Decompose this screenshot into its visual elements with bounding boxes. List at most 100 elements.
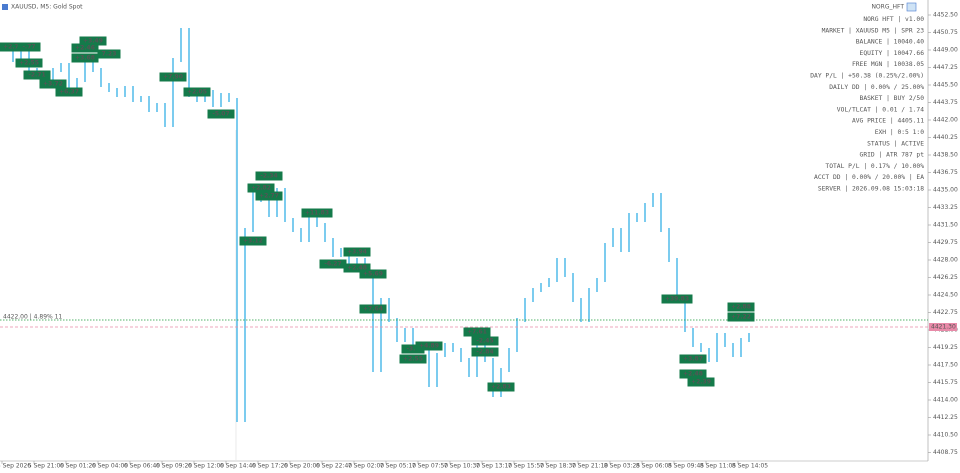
trade-label: +2.48 <box>683 371 703 378</box>
price-tick-label: 4417.50 <box>933 362 958 369</box>
trade-label: +2.05 <box>187 89 207 96</box>
trade-label: -2.84 <box>476 349 493 356</box>
panel-line: STATUS | ACTIVE <box>867 140 924 147</box>
time-tick-label: 6 Sep 01:20 <box>60 463 96 470</box>
trade-label-box <box>343 263 371 273</box>
trade-label: +7.64 <box>363 306 383 313</box>
trade-label-box <box>255 191 283 201</box>
trade-label-box <box>679 354 707 364</box>
trade-label-box <box>359 269 387 279</box>
time-tick-label: 8 Sep 14:05 <box>732 463 768 470</box>
trade-label: +6.37 <box>59 89 79 96</box>
time-tick-label: 7 Sep 10:30 <box>444 463 480 470</box>
trade-label: +2.39 <box>691 379 711 386</box>
time-tick-label: 7 Sep 07:50 <box>412 463 448 470</box>
panel-line: EQUITY | 10047.66 <box>860 50 925 57</box>
trade-label: +2.70 <box>3 44 23 51</box>
trade-label-box <box>471 336 499 346</box>
panel-line: BALANCE | 10040.40 <box>856 39 924 46</box>
trade-label-box <box>471 347 499 357</box>
trade-label: +39.83 <box>665 296 689 303</box>
trade-label-box <box>79 36 107 46</box>
trade-label: +3.94 <box>347 249 367 256</box>
price-tick-label: 4429.75 <box>933 239 958 246</box>
time-tick-label: 8 Sep 03:25 <box>604 463 640 470</box>
trade-label-box <box>71 53 99 63</box>
time-tick-label: 7 Sep 21:10 <box>572 463 608 470</box>
time-tick-label: 8 Sep 11:05 <box>700 463 736 470</box>
price-tick-label: 4442.00 <box>933 117 958 124</box>
bid-line-label: 4422.00 | 4.89% 11 <box>3 314 62 321</box>
trade-label: -2.71 <box>28 72 45 79</box>
trade-label: +7.61 <box>467 329 487 336</box>
trade-label-box <box>159 72 187 82</box>
time-tick-label: 7 Sep 15:50 <box>508 463 544 470</box>
ask-price-box <box>929 323 957 331</box>
price-tick-label: 4424.50 <box>933 292 958 299</box>
time-tick-label: 6 Sep 06:40 <box>124 463 160 470</box>
trade-label-box <box>679 369 707 379</box>
trade-label-box <box>687 377 715 387</box>
price-tick-label: 4436.75 <box>933 169 958 176</box>
trade-label: +2.88 <box>731 304 751 311</box>
trade-label-box <box>319 259 347 269</box>
price-tick-label: 4415.75 <box>933 379 958 386</box>
price-tick-label: 4440.25 <box>933 134 958 141</box>
trade-label: +3.12 <box>243 238 263 245</box>
price-tick-label: 4449.00 <box>933 47 958 54</box>
trade-label: +3.87 <box>683 356 703 363</box>
trade-label-box <box>359 304 387 314</box>
ea-icon[interactable] <box>906 2 917 12</box>
price-tick-label: 4443.75 <box>933 99 958 106</box>
time-tick-label: 8 Sep 06:05 <box>636 463 672 470</box>
trade-label-box <box>183 87 211 97</box>
trade-label-box <box>207 109 235 119</box>
time-tick-label: 6 Sep 09:20 <box>156 463 192 470</box>
trade-label-box <box>55 87 83 97</box>
trade-label: +2.82 <box>251 185 271 192</box>
trade-label: -5.07 <box>212 111 229 118</box>
panel-line: BASKET | BUY 2/50 <box>860 95 925 102</box>
trade-label: 7.23 <box>102 51 117 58</box>
trade-label-box <box>71 43 99 53</box>
time-tick-label: 8 Sep 09:45 <box>668 463 704 470</box>
ea-name: NORG_HFT <box>871 4 904 11</box>
trade-label: -3.3 <box>406 346 419 353</box>
trade-label-box <box>15 58 43 68</box>
price-tick-label: 4447.25 <box>933 64 958 71</box>
trade-label: +3.49 <box>83 38 103 45</box>
trade-label: +7.22 <box>731 314 751 321</box>
trade-label: +3.68 <box>75 55 95 62</box>
trade-label-box <box>727 302 755 312</box>
trade-label-box <box>0 42 27 52</box>
price-tick-label: 4422.75 <box>933 309 958 316</box>
trade-label: +2.48 <box>347 265 367 272</box>
trade-label: -.77 <box>22 44 35 51</box>
trade-label-box <box>399 354 427 364</box>
price-tick-label: 4435.00 <box>933 187 958 194</box>
panel-line: ACCT DD | 0.00% / 20.00% | EA <box>814 174 924 181</box>
panel-line: MARKET | XAUUSD M5 | SPR 23 <box>822 27 925 34</box>
trade-label-box <box>661 294 693 304</box>
trade-label: +2.77 <box>259 193 279 200</box>
trade-label-box <box>727 312 755 322</box>
time-tick-label: 7 Sep 05:10 <box>380 463 416 470</box>
trade-label-box <box>301 208 333 218</box>
panel-line: VOL/TLCAT | 0.01 / 1.74 <box>837 106 924 113</box>
time-tick-label: 7 Sep 13:10 <box>476 463 512 470</box>
trade-label-box <box>401 344 425 354</box>
panel-line: TOTAL P/L | 0.17% / 10.00% <box>825 163 924 170</box>
trade-label: +2.83 <box>491 384 511 391</box>
trade-label: -2.34 <box>260 173 277 180</box>
trade-label-box <box>17 42 41 52</box>
trade-label: +3.72 <box>43 81 63 88</box>
symbol-title: XAUUSD, M5: Gold Spot <box>11 4 83 11</box>
trade-label-box <box>255 171 283 181</box>
time-tick-label: 6 Sep 20:00 <box>284 463 320 470</box>
panel-line: NORG HFT | v1.00 <box>863 16 924 23</box>
time-tick-label: 6 Sep 17:20 <box>252 463 288 470</box>
trade-label: -2.45 <box>476 338 493 345</box>
time-tick-label: 5 Sep 2026 <box>0 463 31 470</box>
trade-label: -6.27 <box>324 261 341 268</box>
